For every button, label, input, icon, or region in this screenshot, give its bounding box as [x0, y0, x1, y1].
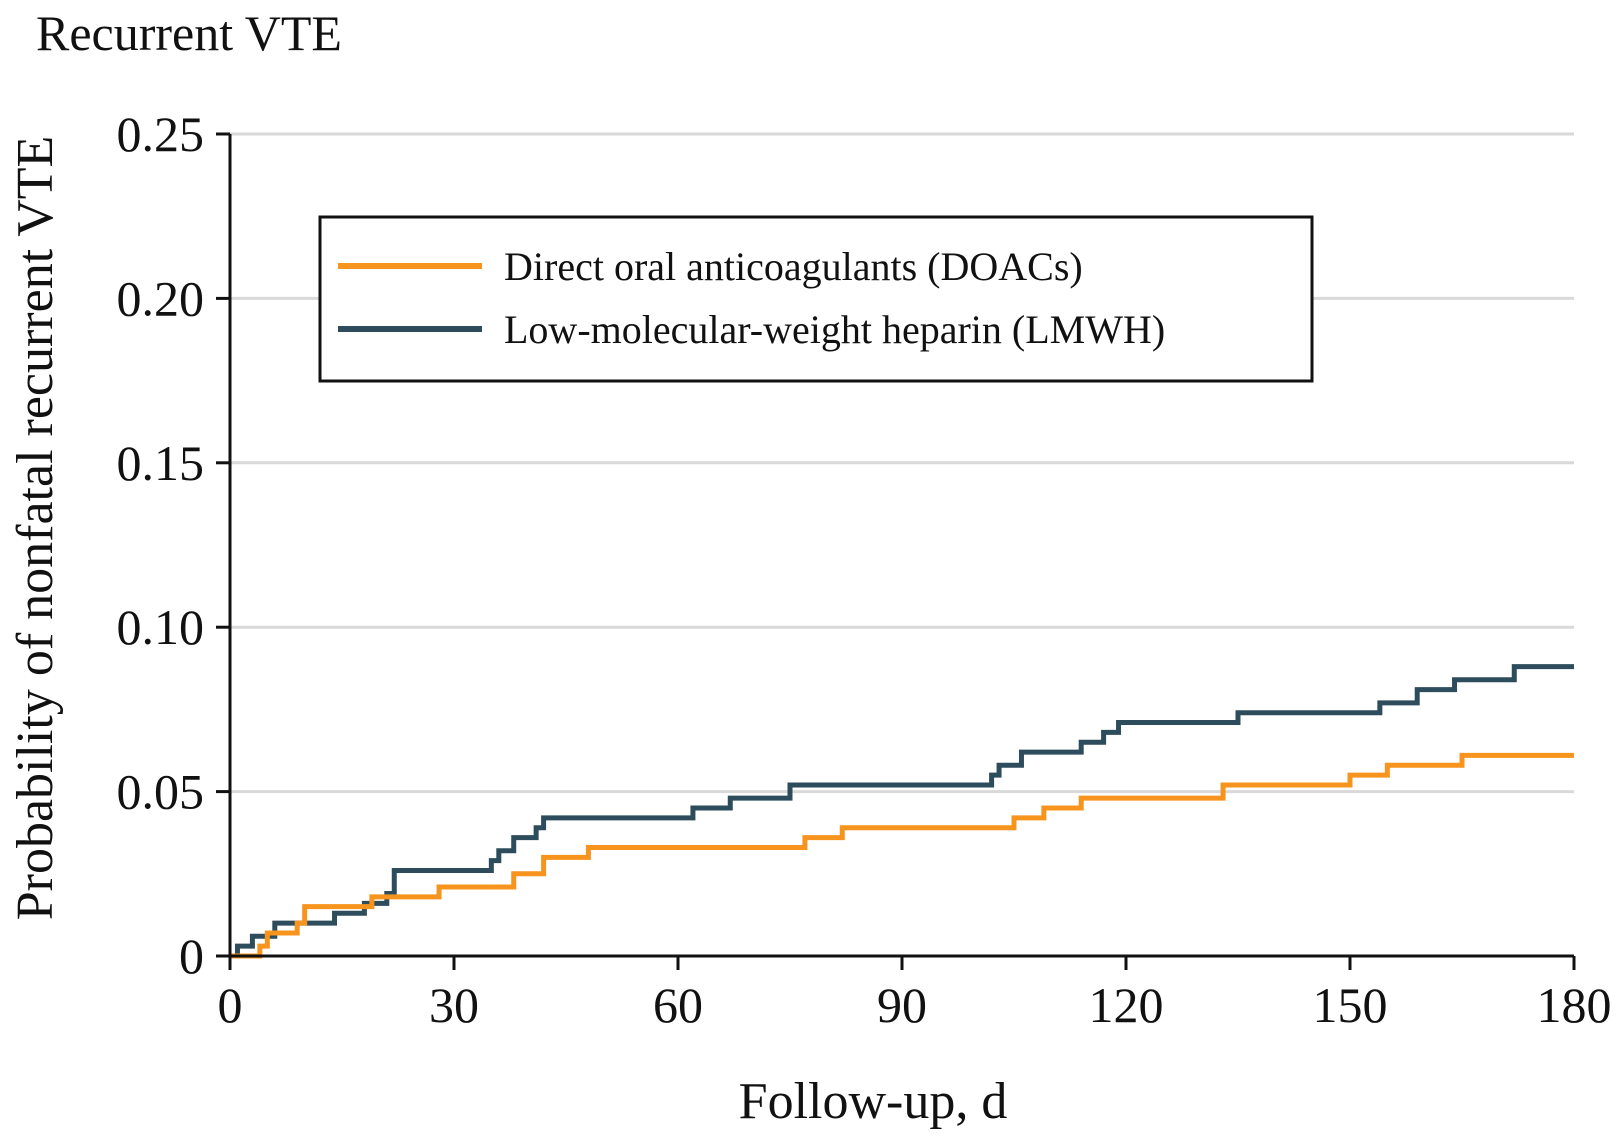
x-tick-label: 0	[218, 977, 243, 1033]
legend-box	[318, 215, 1314, 383]
y-tick-label: 0.05	[117, 764, 205, 820]
y-tick-label: 0.25	[117, 106, 205, 162]
x-tick-label: 120	[1089, 977, 1164, 1033]
tick-labels: 0 0.05 0.10 0.15 0.20 0.25 0 30 60 90 120 150 180	[117, 106, 1612, 1033]
legend-label-doacs: Direct oral anticoagulants (DOACs)	[504, 244, 1083, 289]
x-tick-label: 180	[1537, 977, 1612, 1033]
x-tick-label: 60	[653, 977, 703, 1033]
series-lines	[230, 664, 1574, 959]
axes	[216, 132, 1576, 970]
legend-label-lmwh: Low-molecular-weight heparin (LMWH)	[504, 307, 1165, 352]
x-tick-label: 90	[877, 977, 927, 1033]
y-axis-title: Probability of nonfatal recurrent VTE	[7, 136, 64, 921]
y-tick-label: 0.10	[117, 599, 205, 655]
y-tick-label: 0.15	[117, 435, 205, 491]
y-tick-label: 0	[179, 928, 204, 984]
y-tick-label: 0.20	[117, 270, 205, 326]
x-tick-label: 150	[1313, 977, 1388, 1033]
x-tick-label: 30	[429, 977, 479, 1033]
x-axis-title: Follow-up, d	[739, 1073, 1008, 1130]
legend: Direct oral anticoagulants (DOACs) Low-m…	[318, 215, 1314, 383]
chart-title: Recurrent VTE	[36, 5, 342, 61]
series-line-lmwh	[230, 664, 1574, 959]
series-line-doacs	[230, 752, 1574, 959]
